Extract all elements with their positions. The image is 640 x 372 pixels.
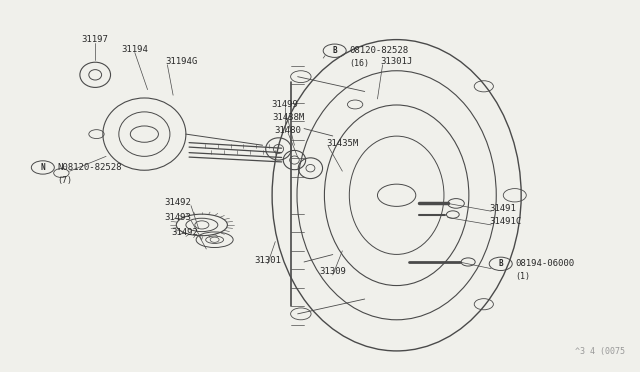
Text: 31301J: 31301J	[381, 57, 413, 66]
Text: ^3 4 (0075: ^3 4 (0075	[575, 347, 625, 356]
Text: 31197: 31197	[82, 35, 109, 44]
Text: (1): (1)	[515, 272, 531, 281]
Circle shape	[461, 258, 475, 266]
Text: (16): (16)	[349, 59, 369, 68]
Text: 31438M: 31438M	[272, 113, 304, 122]
Text: 31491: 31491	[489, 204, 516, 213]
Text: 31480: 31480	[275, 125, 301, 135]
Text: B: B	[332, 46, 337, 55]
Text: 31492: 31492	[164, 198, 191, 207]
Text: 31194: 31194	[122, 45, 148, 54]
Circle shape	[447, 211, 460, 218]
Text: 08120-82528: 08120-82528	[349, 46, 408, 55]
Text: B: B	[499, 259, 503, 268]
Text: 31301: 31301	[254, 256, 281, 265]
Text: 31493: 31493	[164, 213, 191, 222]
Text: N08120-82528: N08120-82528	[58, 163, 122, 172]
Text: 31491C: 31491C	[489, 218, 522, 227]
Text: 31492: 31492	[172, 228, 198, 237]
Text: 31499: 31499	[271, 100, 298, 109]
Text: 31194G: 31194G	[166, 57, 198, 66]
Text: N: N	[40, 163, 45, 172]
Text: 08194-06000: 08194-06000	[515, 259, 575, 268]
Text: 31435M: 31435M	[326, 139, 358, 148]
Text: 31309: 31309	[319, 267, 346, 276]
Circle shape	[448, 199, 465, 208]
Text: (7): (7)	[58, 176, 72, 185]
